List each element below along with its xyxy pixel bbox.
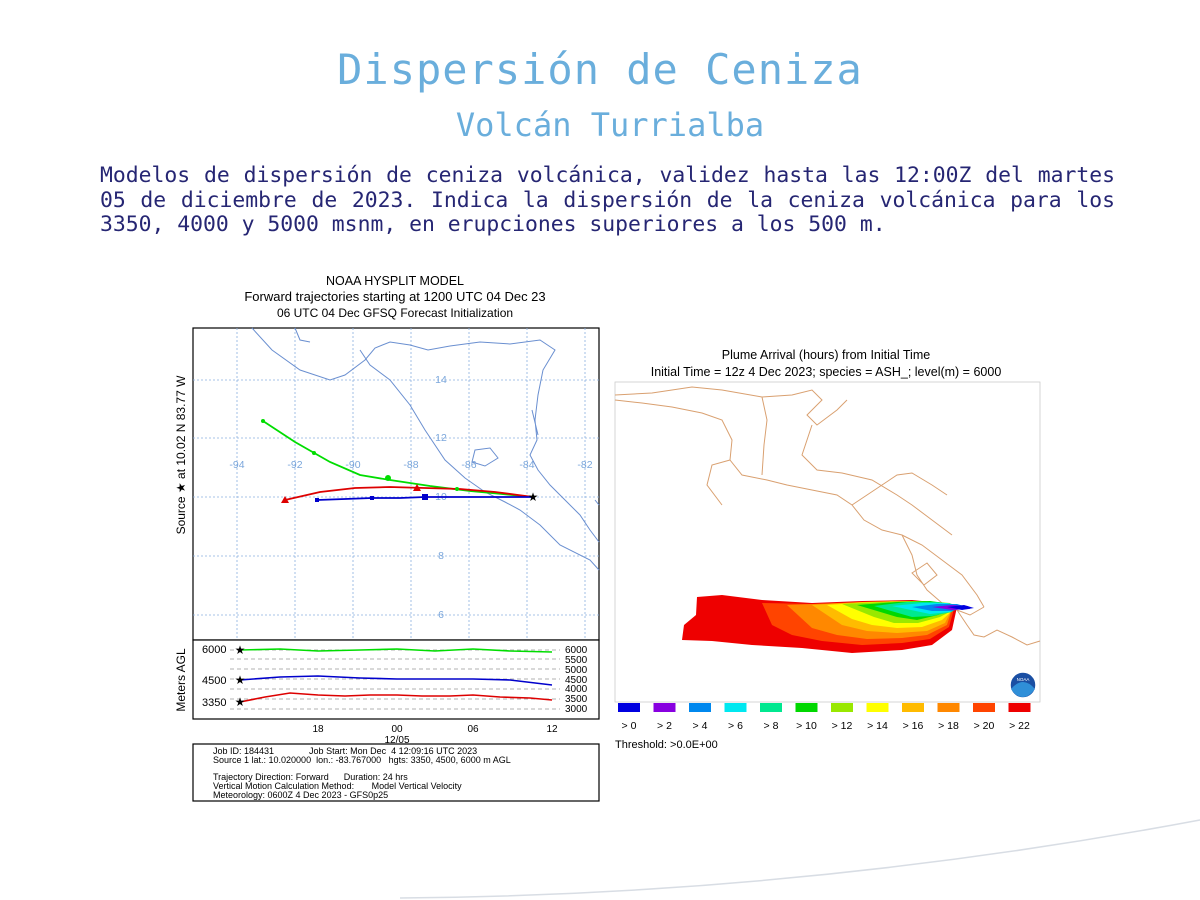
height-source-stars: ★ ★ ★ (235, 643, 246, 709)
info-line: Job ID: 184431 Job Start: Mon Dec 4 12:0… (213, 746, 477, 756)
height-right-label: 5000 (565, 665, 588, 676)
hysplit-figure: NOAA HYSPLIT MODEL Forward trajectories … (174, 274, 600, 802)
info-line: Source 1 lat.: 10.020000 lon.: -83.76700… (213, 755, 511, 765)
legend-swatch (1008, 703, 1031, 712)
lat-label: 12 (435, 432, 447, 444)
time-label: 18 (312, 724, 324, 735)
legend-label: > 4 (693, 720, 708, 732)
svg-text:★: ★ (235, 643, 246, 657)
legend-swatch (795, 703, 818, 712)
lon-label: -82 (577, 459, 592, 471)
info-line: Vertical Motion Calculation Method: Mode… (213, 781, 462, 791)
svg-text:★: ★ (235, 673, 246, 687)
height-series-4500 (239, 675, 553, 686)
info-line: Trajectory Direction: Forward Duration: … (213, 772, 408, 782)
legend-swatch (760, 703, 782, 712)
legend-label: > 0 (622, 720, 637, 732)
lat-label: 14 (435, 374, 447, 386)
legend-label: > 6 (728, 720, 743, 732)
legend-label: > 10 (796, 720, 817, 732)
info-lines: Job ID: 184431 Job Start: Mon Dec 4 12:0… (213, 746, 511, 800)
plume-shading (682, 595, 974, 653)
legend-label: > 20 (974, 720, 995, 732)
lon-label: -86 (461, 459, 476, 471)
legend-swatch (937, 703, 960, 712)
legend-label: > 14 (867, 720, 888, 732)
decorative-swoosh (399, 819, 1200, 899)
legend-label: > 8 (764, 720, 779, 732)
height-right-labels: 6000 5500 5000 4500 4000 3500 3000 (565, 645, 588, 715)
legend-swatch (831, 703, 853, 712)
height-series-3350 (239, 692, 553, 703)
height-series-6000 (239, 648, 553, 653)
lon-label: -92 (287, 459, 302, 471)
height-right-label: 3000 (565, 704, 588, 715)
legend-swatch (973, 703, 995, 712)
lon-label: -84 (519, 459, 534, 471)
lon-label: -90 (345, 459, 360, 471)
slide-subtitle: Volcán Turrialba (455, 106, 765, 144)
plume-map-frame (614, 381, 1041, 703)
time-label: 06 (467, 724, 479, 735)
info-line: Meteorology: 0600Z 4 Dec 2023 - GFS0p25 (213, 790, 388, 800)
hysplit-map-panel (192, 327, 600, 641)
svg-text:★: ★ (528, 490, 539, 504)
time-labels: 18 00 06 12 12/05 (312, 724, 558, 746)
hysplit-coastline (251, 327, 600, 571)
slide-description: Modelos de dispersión de ceniza volcánic… (100, 163, 1115, 237)
height-right-label: 3500 (565, 694, 588, 705)
hysplit-source-label: Source ★ at 10.02 N 83.77 W (174, 375, 188, 535)
trajectory-3350 (284, 486, 534, 501)
plume-borders (614, 386, 1041, 646)
plume-legend: > 0 > 2 > 4 > 6 > 8 > 10 > 12 > 14 > 16 > 18 > 20 >… (618, 703, 1031, 732)
legend-label: > 2 (657, 720, 672, 732)
height-right-label: 4500 (565, 675, 588, 686)
hysplit-header-3: 06 UTC 04 Dec GFSQ Forecast Initializati… (277, 306, 513, 320)
height-left-label: 3350 (202, 697, 226, 709)
legend-swatch (724, 703, 747, 712)
lat-label: 6 (438, 609, 444, 621)
time-label: 12 (546, 724, 558, 735)
legend-label: > 22 (1009, 720, 1030, 732)
legend-label: > 18 (938, 720, 959, 732)
slide-title: Dispersión de Ceniza (337, 45, 863, 94)
lat-label: 8 (438, 550, 444, 562)
hysplit-header-2: Forward trajectories starting at 1200 UT… (244, 289, 545, 304)
legend-swatch (653, 703, 676, 712)
plume-title-2: Initial Time = 12z 4 Dec 2023; species =… (651, 365, 1002, 379)
legend-swatch (902, 703, 924, 712)
time-label: 00 (391, 724, 403, 735)
legend-label: > 16 (903, 720, 924, 732)
date-label: 12/05 (384, 735, 409, 746)
height-left-label: 4500 (202, 675, 226, 687)
trajectory-markers: ★ (261, 419, 538, 504)
legend-swatch (866, 703, 889, 712)
lon-label: -88 (403, 459, 418, 471)
hysplit-map-grid (193, 328, 599, 640)
plume-title-1: Plume Arrival (hours) from Initial Time (722, 348, 930, 362)
height-axis-label: Meters AGL (174, 648, 188, 712)
hysplit-info-panel (192, 743, 600, 802)
svg-text:★: ★ (235, 695, 246, 709)
noaa-logo: NOAA (1009, 671, 1037, 699)
plume-threshold: Threshold: >0.0E+00 (615, 739, 718, 751)
hysplit-header-1: NOAA HYSPLIT MODEL (326, 274, 464, 288)
legend-swatch (689, 703, 711, 712)
height-right-label: 4000 (565, 684, 588, 695)
height-right-label: 5500 (565, 655, 588, 666)
height-left-labels: 6000 4500 3350 (202, 644, 226, 709)
legend-swatch (618, 703, 640, 712)
noaa-logo-text: NOAA (1017, 677, 1030, 682)
hysplit-lon-labels: -94 -92 -90 -88 -86 -84 -82 (229, 459, 592, 471)
lon-label: -94 (229, 459, 244, 471)
height-left-label: 6000 (202, 644, 226, 656)
legend-label: > 12 (832, 720, 853, 732)
height-right-label: 6000 (565, 645, 588, 656)
plume-figure: Plume Arrival (hours) from Initial Time … (614, 348, 1041, 751)
